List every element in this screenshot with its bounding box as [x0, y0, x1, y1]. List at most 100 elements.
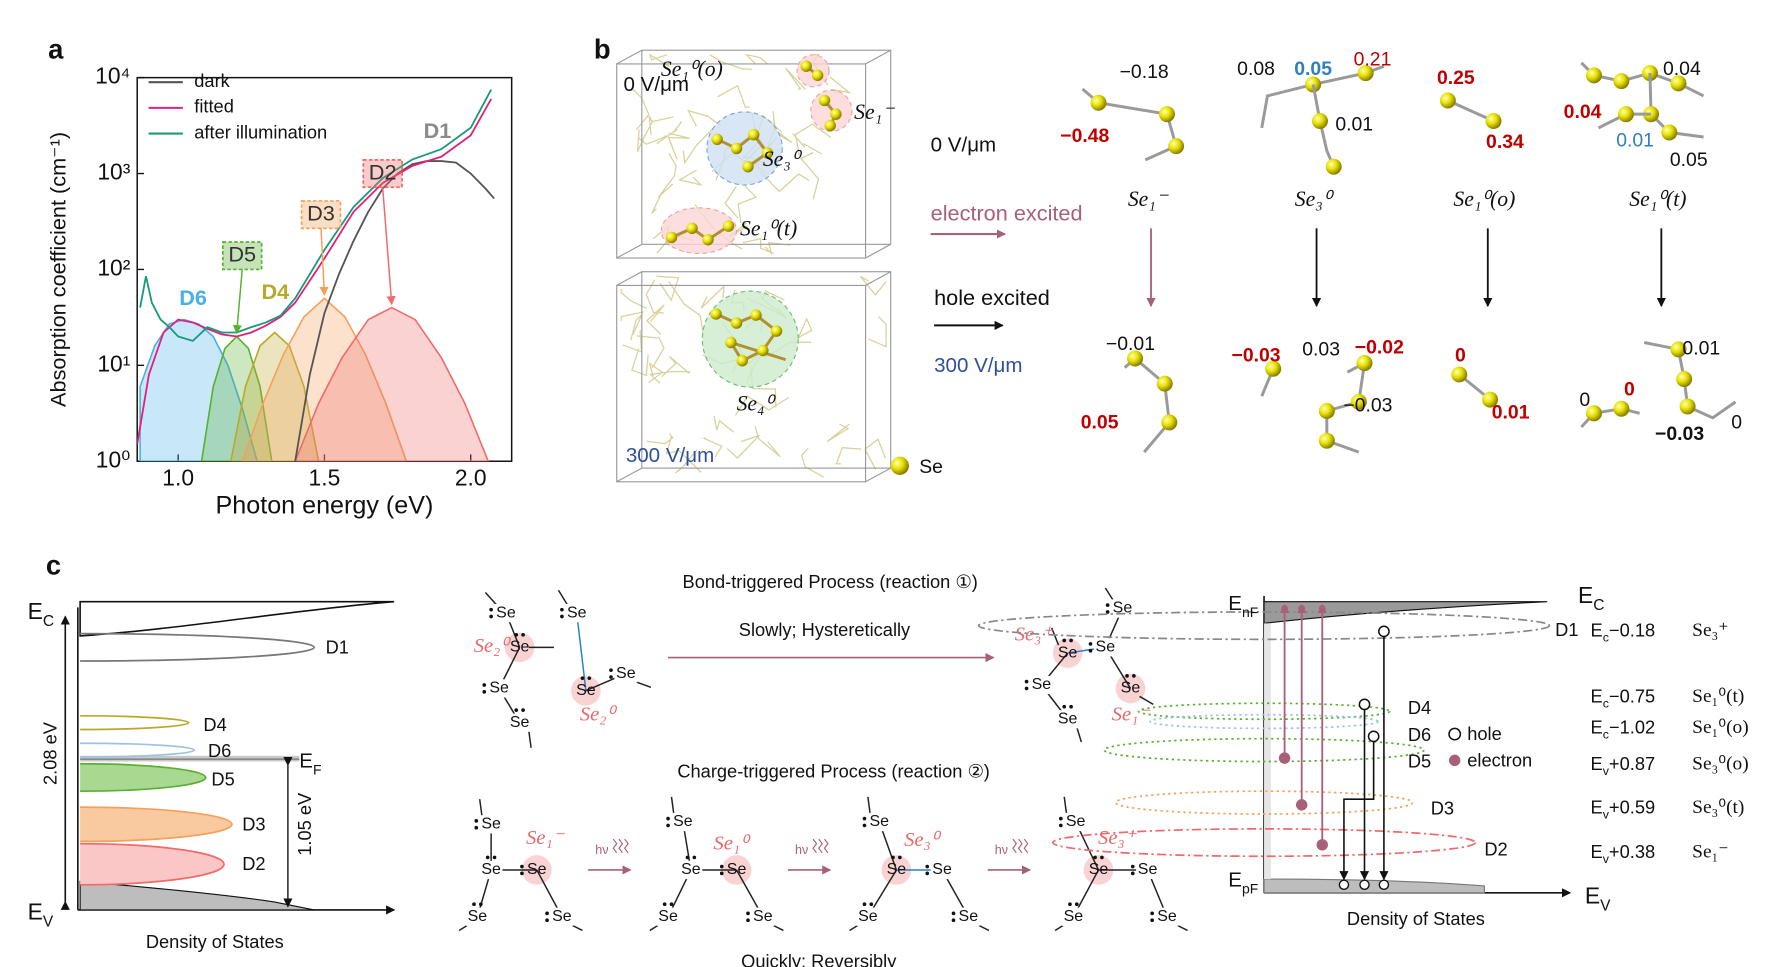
- charge-label: 0.01: [1616, 130, 1654, 152]
- atom-label: Se: [468, 908, 488, 925]
- se-atom: [736, 355, 748, 367]
- cluster-highlight: [706, 111, 783, 186]
- legend-label: after illumination: [194, 121, 327, 142]
- level-energy: Ec−0.75: [1591, 685, 1656, 710]
- defect-level: [80, 632, 316, 662]
- x-tick-label: 1.0: [162, 465, 194, 491]
- se-atom: [742, 160, 754, 173]
- network-bond: [645, 304, 665, 335]
- network-bond: [649, 370, 691, 384]
- field-label: 300 V/μm: [934, 354, 1022, 377]
- peak-label: D5: [228, 241, 256, 266]
- lone-pair: [1105, 610, 1110, 614]
- network-bond: [687, 109, 722, 127]
- atom-label: Se: [858, 908, 878, 925]
- bond: [670, 796, 675, 815]
- se-atom: [1168, 138, 1185, 155]
- defect-level: [80, 842, 225, 886]
- network-bond: [800, 447, 824, 478]
- level-species: Se₃⁺: [1692, 620, 1728, 641]
- atom-label: Se: [1058, 710, 1078, 727]
- lone-pair: [474, 819, 479, 823]
- level-energy-base: E: [1591, 685, 1603, 706]
- hole-transition: [1339, 736, 1375, 881]
- lone-pair: [1069, 638, 1073, 643]
- network-bond: [792, 133, 822, 155]
- lone-pair: [746, 918, 750, 923]
- lone-pair: [521, 632, 525, 637]
- atom-label: Se: [1121, 680, 1141, 697]
- species-label: Se₃⁰: [904, 829, 942, 851]
- network-bond: [682, 125, 717, 165]
- legend-electron: [1448, 754, 1461, 767]
- lone-pair: [925, 864, 930, 869]
- atom-label: Se: [576, 682, 596, 699]
- network-bond: [636, 335, 665, 369]
- level-energy: Ev+0.59: [1591, 796, 1656, 821]
- cell-edge: [865, 243, 891, 259]
- lone-pair: [692, 855, 697, 860]
- cluster-label: Se₄⁰: [737, 391, 777, 415]
- network-bond: [702, 436, 723, 458]
- bond: [576, 612, 587, 691]
- photon-squiggle: [812, 838, 829, 854]
- atom-bg: [487, 679, 511, 698]
- atom-label: Se: [727, 861, 747, 878]
- atom-bg: [930, 860, 954, 880]
- atom-label: Se: [673, 813, 693, 830]
- atom-bg: [751, 907, 775, 926]
- lone-pair: [951, 918, 956, 923]
- level-energy-base: E: [1591, 753, 1603, 774]
- lone-pair: [1058, 816, 1063, 821]
- se-atom: [1265, 360, 1282, 377]
- atom-bg: [1056, 710, 1080, 729]
- lone-pair: [545, 918, 549, 923]
- lone-pair: [482, 690, 487, 694]
- process-label: electron excited: [931, 200, 1083, 225]
- y-tick-label: 10²: [97, 254, 130, 280]
- species-label: Se₃⁺: [1015, 624, 1055, 646]
- network-bond: [661, 355, 690, 378]
- cell-edge: [616, 63, 867, 259]
- atom-label: Se: [552, 908, 572, 925]
- atom-label: Se: [932, 861, 952, 878]
- level-energy-sub: c: [1603, 631, 1609, 645]
- x-axis-label: Photon energy (eV): [216, 492, 434, 520]
- legend-label: electron: [1467, 749, 1532, 770]
- network-bond: [631, 88, 650, 131]
- lone-pair: [1132, 674, 1136, 678]
- panel-label: a: [48, 34, 64, 65]
- charge-label: −0.03: [1343, 395, 1392, 417]
- legend-label: hole: [1467, 723, 1502, 744]
- atom-label: Se: [887, 861, 907, 878]
- lone-pair: [1074, 902, 1079, 907]
- defect-level: [977, 611, 1551, 641]
- atom-bg: [494, 603, 518, 623]
- lone-pair: [482, 683, 487, 687]
- atom-label: Se: [510, 714, 530, 731]
- se-atom: [1670, 75, 1687, 92]
- level-energy-offset: +0.59: [1609, 796, 1655, 817]
- lone-pair: [474, 825, 479, 830]
- atom-label: Se: [1157, 908, 1177, 925]
- level-energy-base: E: [1591, 796, 1603, 817]
- atom-bg: [614, 664, 638, 683]
- cluster-label: Se₁⁰(o): [661, 57, 723, 81]
- se-atom: [1661, 124, 1678, 141]
- peak-label: D2: [369, 159, 397, 184]
- hole-marker: [1378, 625, 1390, 638]
- network-bond: [657, 153, 677, 198]
- lone-pair: [719, 871, 724, 876]
- atom-bg: [508, 713, 532, 732]
- lone-pair: [485, 855, 490, 860]
- lone-pair: [669, 902, 674, 907]
- atom-label: Se: [567, 604, 587, 621]
- lone-pair: [662, 902, 667, 907]
- cluster-highlight: [660, 207, 738, 255]
- charge-label: 0.08: [1237, 58, 1275, 80]
- network-bond: [799, 152, 820, 200]
- se-atom: [761, 147, 774, 159]
- lone-pair: [891, 855, 895, 860]
- plot-area: [137, 89, 495, 462]
- electron-marker: [1318, 605, 1326, 612]
